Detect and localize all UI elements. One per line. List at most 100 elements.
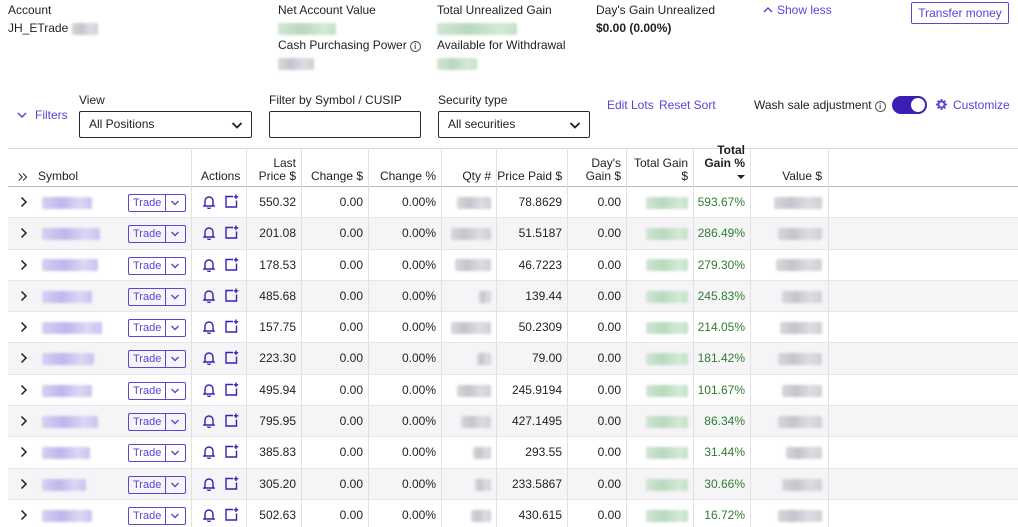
value-redacted — [778, 228, 822, 241]
security-type-select[interactable]: All securities — [438, 111, 590, 138]
symbol-cell[interactable] — [42, 500, 92, 527]
add-to-watchlist-icon[interactable] — [224, 444, 239, 459]
header-total-gain-pct[interactable]: Total Gain % — [694, 144, 751, 187]
add-to-watchlist-icon[interactable] — [224, 319, 239, 334]
view-select[interactable]: All Positions — [79, 111, 252, 138]
total-gain-redacted — [646, 447, 688, 460]
trade-menu-toggle[interactable] — [165, 288, 185, 305]
bell-icon[interactable] — [203, 477, 215, 491]
account-block: Account JH_ETrade — [8, 3, 98, 35]
trade-button[interactable]: Trade — [128, 381, 187, 400]
chevron-right-icon[interactable] — [19, 446, 29, 458]
symbol-cell[interactable] — [42, 469, 86, 500]
trade-button[interactable]: Trade — [128, 256, 187, 275]
header-price-paid[interactable]: Price Paid $ — [497, 169, 562, 183]
chevron-right-icon[interactable] — [19, 290, 29, 302]
chevron-right-icon[interactable] — [19, 352, 29, 364]
trade-menu-toggle[interactable] — [165, 414, 185, 431]
trade-menu-toggle[interactable] — [165, 257, 185, 274]
reset-sort-link[interactable]: Reset Sort — [659, 98, 716, 112]
symbol-cell[interactable] — [42, 437, 90, 468]
customize-link[interactable]: Customize — [936, 98, 1010, 112]
bell-icon[interactable] — [203, 195, 215, 209]
bell-icon[interactable] — [203, 320, 215, 335]
wash-sale-toggle[interactable] — [892, 96, 927, 114]
trade-button[interactable]: Trade — [128, 287, 187, 306]
info-icon[interactable]: i — [874, 101, 886, 112]
symbol-filter-input[interactable] — [269, 111, 421, 138]
symbol-cell[interactable] — [42, 187, 92, 218]
bell-icon[interactable] — [203, 226, 215, 241]
chevron-right-icon[interactable] — [19, 384, 29, 396]
chevron-right-icon[interactable] — [19, 196, 29, 208]
header-change-pct[interactable]: Change % — [379, 169, 436, 183]
info-icon[interactable]: i — [409, 41, 421, 52]
trade-menu-toggle[interactable] — [165, 320, 185, 337]
symbol-cell[interactable] — [42, 406, 98, 437]
bell-icon[interactable] — [203, 414, 215, 429]
trade-button[interactable]: Trade — [128, 350, 187, 369]
qty-redacted — [477, 353, 491, 366]
trade-menu-toggle[interactable] — [165, 226, 185, 243]
add-to-watchlist-icon[interactable] — [224, 382, 239, 397]
trade-button[interactable]: Trade — [128, 225, 187, 244]
symbol-cell[interactable] — [42, 343, 94, 374]
transfer-money-button[interactable]: Transfer money — [911, 2, 1009, 24]
add-to-watchlist-icon[interactable] — [224, 350, 239, 365]
total-gain-pct-cell: 181.42% — [697, 351, 745, 366]
table-body: Trade 550.32 0.00 0.00% 78.8629 0.00 593… — [8, 187, 1018, 527]
trade-menu-toggle[interactable] — [165, 382, 185, 399]
bell-icon[interactable] — [203, 383, 215, 397]
header-qty[interactable]: Qty # — [462, 169, 491, 183]
symbol-cell[interactable] — [42, 281, 92, 312]
edit-lots-link[interactable]: Edit Lots — [607, 98, 654, 112]
symbol-cell[interactable] — [42, 312, 102, 343]
header-change[interactable]: Change $ — [310, 169, 363, 183]
add-to-watchlist-icon[interactable] — [224, 413, 239, 428]
add-to-watchlist-icon[interactable] — [224, 507, 239, 522]
add-to-watchlist-icon[interactable] — [224, 194, 239, 209]
header-total-gain[interactable]: Total Gain $ — [633, 156, 688, 183]
chevron-right-icon[interactable] — [19, 478, 29, 490]
trade-button[interactable]: Trade — [128, 194, 187, 212]
trade-button[interactable]: Trade — [128, 444, 187, 463]
trade-button[interactable]: Trade — [128, 475, 187, 494]
expand-all-icon[interactable] — [18, 171, 28, 183]
trade-button[interactable]: Trade — [128, 506, 187, 525]
trade-button[interactable]: Trade — [128, 319, 187, 338]
price-paid-cell: 427.1495 — [511, 414, 562, 429]
value-cell — [751, 343, 828, 374]
trade-menu-toggle[interactable] — [165, 195, 185, 211]
show-less-link[interactable]: Show less — [763, 3, 832, 17]
symbol-cell[interactable] — [42, 375, 92, 406]
trade-menu-toggle[interactable] — [165, 351, 185, 368]
bell-icon[interactable] — [203, 351, 215, 366]
table-row: Trade 385.83 0.00 0.00% 293.55 0.00 31.4… — [8, 437, 1018, 469]
chevron-right-icon[interactable] — [19, 227, 29, 239]
chevron-right-icon[interactable] — [19, 259, 29, 271]
trade-menu-toggle[interactable] — [165, 445, 185, 462]
chevron-right-icon[interactable] — [19, 321, 29, 333]
symbol-cell[interactable] — [42, 218, 100, 249]
add-to-watchlist-icon[interactable] — [224, 476, 239, 491]
header-value[interactable]: Value $ — [782, 169, 822, 183]
trade-button[interactable]: Trade — [128, 413, 187, 432]
total-gain-redacted — [646, 353, 688, 366]
bell-icon[interactable] — [203, 289, 215, 303]
add-to-watchlist-icon[interactable] — [224, 225, 239, 240]
trade-menu-toggle[interactable] — [165, 476, 185, 493]
add-to-watchlist-icon[interactable] — [224, 257, 239, 272]
add-to-watchlist-icon[interactable] — [224, 288, 239, 303]
bell-icon[interactable] — [203, 258, 215, 272]
trade-menu-toggle[interactable] — [165, 507, 185, 524]
symbol-cell[interactable] — [42, 250, 98, 281]
bell-icon[interactable] — [203, 445, 215, 460]
available-withdrawal-block: Available for Withdrawal — [437, 38, 566, 70]
filters-toggle[interactable]: Filters — [17, 108, 68, 122]
bell-icon[interactable] — [203, 508, 215, 522]
header-last-price[interactable]: Last Price $ — [258, 156, 296, 183]
header-symbol[interactable]: Symbol — [37, 169, 78, 183]
header-days-gain[interactable]: Day's Gain $ — [585, 156, 621, 183]
chevron-right-icon[interactable] — [19, 509, 29, 521]
chevron-right-icon[interactable] — [19, 415, 29, 427]
